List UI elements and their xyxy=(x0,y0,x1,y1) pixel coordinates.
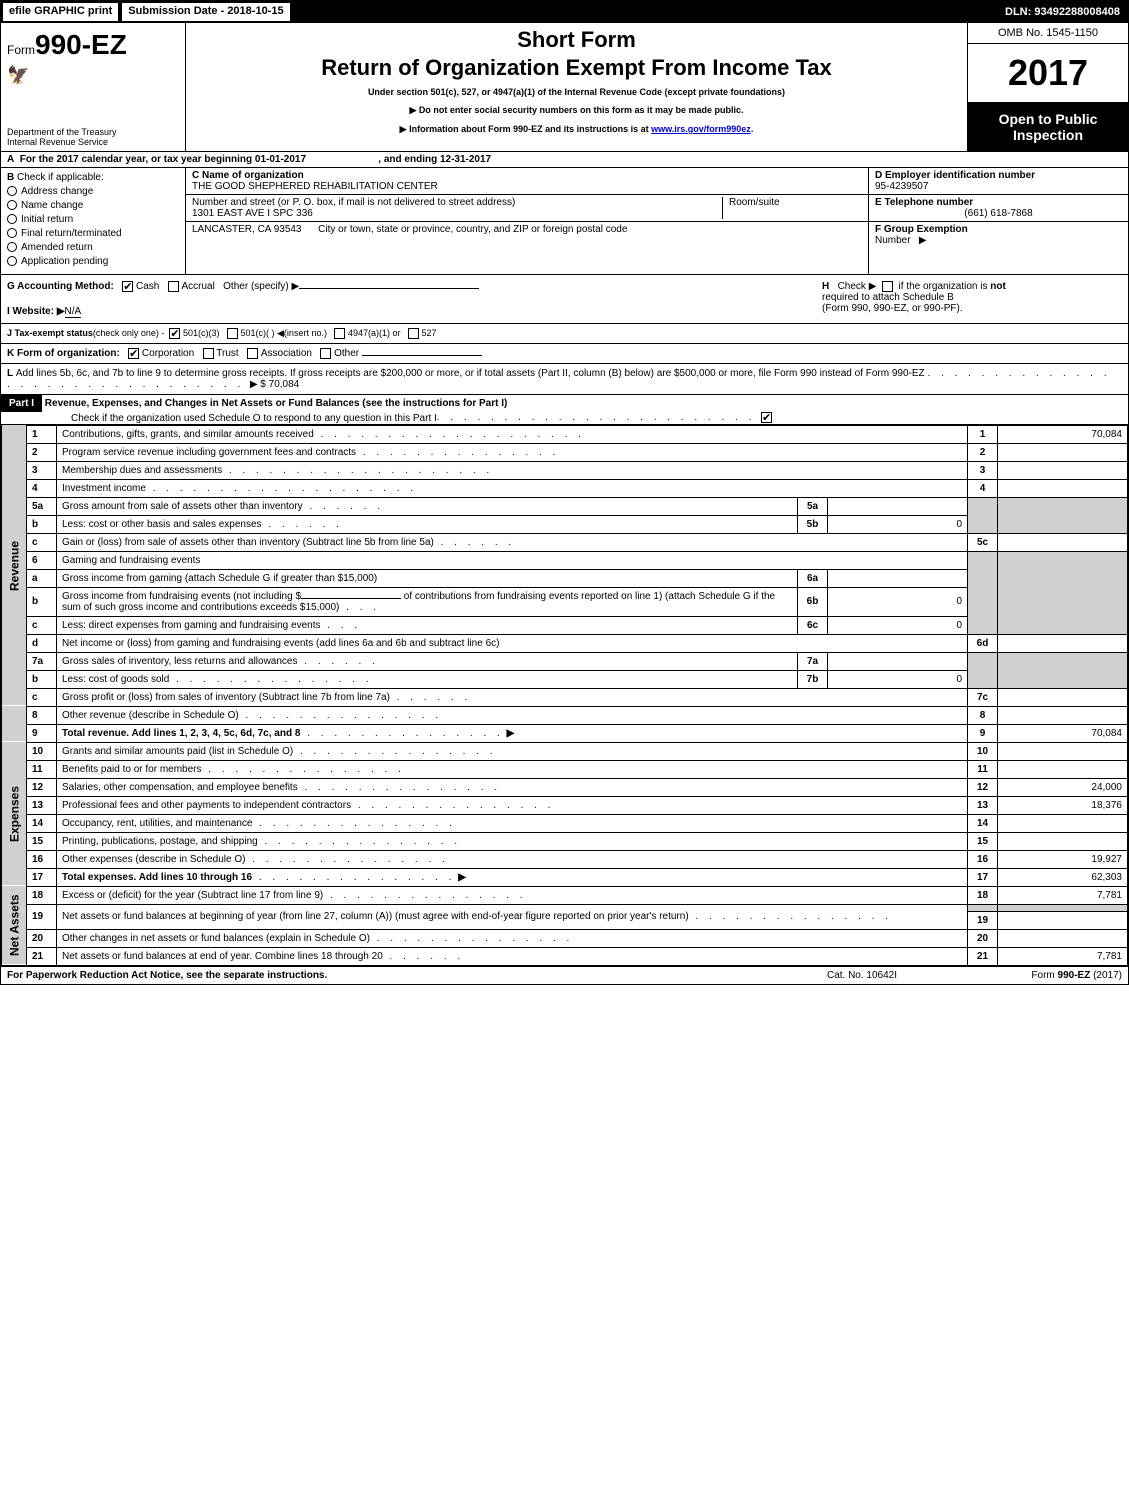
irs-seal-icon: 🦅 xyxy=(7,65,179,86)
org-city: LANCASTER, CA 93543 xyxy=(192,224,302,235)
top-bar: efile GRAPHIC print Submission Date - 20… xyxy=(1,1,1128,23)
check-schedule-b-not-required[interactable] xyxy=(882,281,893,292)
line-21-value: 7,781 xyxy=(998,947,1128,965)
line-14-value xyxy=(998,814,1128,832)
line-7c-value xyxy=(998,688,1128,706)
accounting-block: G Accounting Method: Cash Accrual Other … xyxy=(1,275,1128,324)
check-amended-return[interactable] xyxy=(7,242,17,252)
page-footer: For Paperwork Reduction Act Notice, see … xyxy=(1,966,1128,984)
form-footer-label: Form 990-EZ (2017) xyxy=(962,970,1122,981)
line-15-value xyxy=(998,832,1128,850)
part1-table: Revenue 1 Contributions, gifts, grants, … xyxy=(1,425,1128,966)
website-value: N/A xyxy=(65,306,82,318)
omb-number: OMB No. 1545-1150 xyxy=(968,23,1128,44)
check-4947a1[interactable] xyxy=(334,328,345,339)
info-line: ▶ Information about Form 990-EZ and its … xyxy=(196,124,957,135)
return-title: Return of Organization Exempt From Incom… xyxy=(196,55,957,81)
check-association[interactable] xyxy=(247,348,258,359)
org-street: 1301 EAST AVE I SPC 336 xyxy=(192,208,313,219)
check-trust[interactable] xyxy=(203,348,214,359)
check-corporation[interactable] xyxy=(128,348,139,359)
dln-number: DLN: 93492288008408 xyxy=(997,4,1128,20)
check-final-return[interactable] xyxy=(7,228,17,238)
net-assets-side-label: Net Assets xyxy=(2,886,27,965)
line-16-value: 19,927 xyxy=(998,850,1128,868)
line-4-value xyxy=(998,479,1128,497)
check-other-org[interactable] xyxy=(320,348,331,359)
dept-treasury: Department of the Treasury xyxy=(7,127,117,137)
line-17-value: 62,303 xyxy=(998,868,1128,886)
ein-value: 95-4239507 xyxy=(875,181,928,192)
line-7b-value: 0 xyxy=(828,670,968,688)
check-name-change[interactable] xyxy=(7,200,17,210)
dept-irs: Internal Revenue Service xyxy=(7,137,108,147)
line-10-value xyxy=(998,742,1128,760)
form-of-org-row: K Form of organization: Corporation Trus… xyxy=(1,344,1128,364)
gross-receipts-row: L Add lines 5b, 6c, and 7b to line 9 to … xyxy=(1,364,1128,395)
check-cash[interactable] xyxy=(122,281,133,292)
check-schedule-o-part1[interactable] xyxy=(761,412,772,423)
form-prefix: Form xyxy=(7,43,35,57)
tax-exempt-status-row: J Tax-exempt status(check only one) - 50… xyxy=(1,324,1128,344)
check-accrual[interactable] xyxy=(168,281,179,292)
line-a: A For the 2017 calendar year, or tax yea… xyxy=(1,152,1128,168)
check-501c[interactable] xyxy=(227,328,238,339)
line-6b-value: 0 xyxy=(828,587,968,616)
expenses-side-label: Expenses xyxy=(2,742,27,886)
line-1-value: 70,084 xyxy=(998,425,1128,443)
under-section-text: Under section 501(c), 527, or 4947(a)(1)… xyxy=(196,87,957,97)
tax-year: 2017 xyxy=(968,44,1128,103)
line-5b-value: 0 xyxy=(828,515,968,533)
line-2-value xyxy=(998,443,1128,461)
cat-no: Cat. No. 10642I xyxy=(762,970,962,981)
line-11-value xyxy=(998,760,1128,778)
short-form-title: Short Form xyxy=(196,27,957,53)
line-19-value xyxy=(998,911,1128,929)
open-to-public-badge: Open to PublicInspection xyxy=(968,103,1128,151)
line-12-value: 24,000 xyxy=(998,778,1128,796)
line-5c-value xyxy=(998,533,1128,551)
line-3-value xyxy=(998,461,1128,479)
check-527[interactable] xyxy=(408,328,419,339)
line-13-value: 18,376 xyxy=(998,796,1128,814)
phone-value: (661) 618-7868 xyxy=(964,208,1032,219)
line-20-value xyxy=(998,929,1128,947)
line-5a-value xyxy=(828,497,968,515)
gross-receipts-amount: $ 70,084 xyxy=(260,379,299,390)
efile-print-label[interactable]: efile GRAPHIC print xyxy=(3,3,118,21)
form-header: Form990-EZ 🦅 Department of the Treasury … xyxy=(1,23,1128,152)
line-18-value: 7,781 xyxy=(998,886,1128,904)
paperwork-notice: For Paperwork Reduction Act Notice, see … xyxy=(7,970,762,981)
line-8-value xyxy=(998,706,1128,724)
form-number: 990-EZ xyxy=(35,29,127,60)
line-6c-value: 0 xyxy=(828,616,968,634)
form-instructions-link[interactable]: www.irs.gov/form990ez xyxy=(651,124,751,134)
revenue-side-label: Revenue xyxy=(2,425,27,706)
check-initial-return[interactable] xyxy=(7,214,17,224)
check-address-change[interactable] xyxy=(7,186,17,196)
check-application-pending[interactable] xyxy=(7,256,17,266)
part-1-badge: Part I xyxy=(1,395,42,412)
line-6d-value xyxy=(998,634,1128,652)
identity-block: B Check if applicable: Address change Na… xyxy=(1,168,1128,275)
org-name: THE GOOD SHEPHERED REHABILITATION CENTER xyxy=(192,181,438,192)
part-1-header-row: Part I Revenue, Expenses, and Changes in… xyxy=(1,395,1128,424)
line-9-value: 70,084 xyxy=(998,724,1128,742)
submission-date: Submission Date - 2018-10-15 xyxy=(122,3,289,21)
check-501c3[interactable] xyxy=(169,328,180,339)
line-6a-value xyxy=(828,569,968,587)
line-7a-value xyxy=(828,652,968,670)
ssn-warning: ▶ Do not enter social security numbers o… xyxy=(196,105,957,116)
